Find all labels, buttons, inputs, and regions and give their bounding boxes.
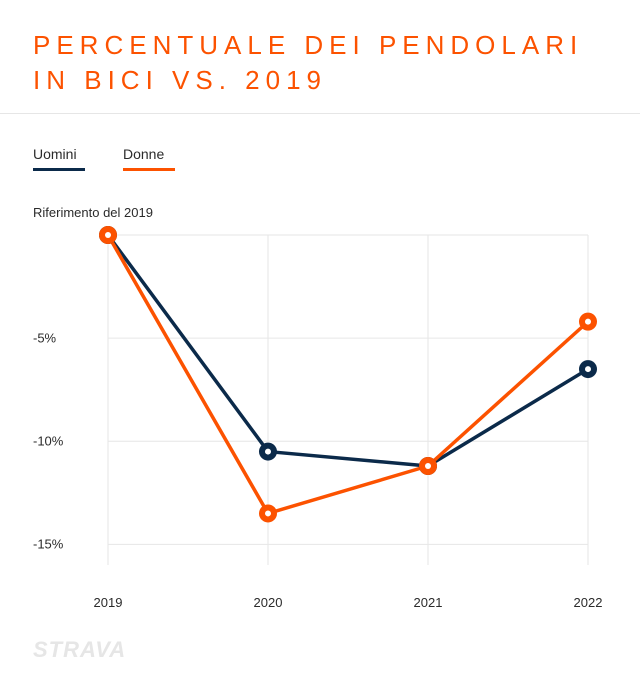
x-tick-label: 2019 xyxy=(94,595,123,610)
baseline-label: Riferimento del 2019 xyxy=(33,205,153,220)
legend-label-donne: Donne xyxy=(123,146,175,162)
line-chart xyxy=(33,225,603,585)
legend-line-uomini xyxy=(33,168,85,171)
y-tick-label: -10% xyxy=(33,434,63,449)
legend-item-uomini: Uomini xyxy=(33,146,85,171)
title-line-2: IN BICI VS. 2019 xyxy=(33,65,327,95)
legend-line-donne xyxy=(123,168,175,171)
x-tick-label: 2021 xyxy=(414,595,443,610)
x-tick-label: 2020 xyxy=(254,595,283,610)
title-line-1: PERCENTUALE DEI PENDOLARI xyxy=(33,30,583,60)
divider xyxy=(0,113,640,114)
y-tick-label: -5% xyxy=(33,331,56,346)
legend-label-uomini: Uomini xyxy=(33,146,85,162)
chart-svg xyxy=(33,225,603,585)
legend: Uomini Donne xyxy=(33,146,175,171)
y-tick-label: -15% xyxy=(33,537,63,552)
x-tick-label: 2022 xyxy=(574,595,603,610)
brand-logo: STRAVA xyxy=(33,637,126,663)
legend-item-donne: Donne xyxy=(123,146,175,171)
chart-title: PERCENTUALE DEI PENDOLARI IN BICI VS. 20… xyxy=(33,28,583,98)
